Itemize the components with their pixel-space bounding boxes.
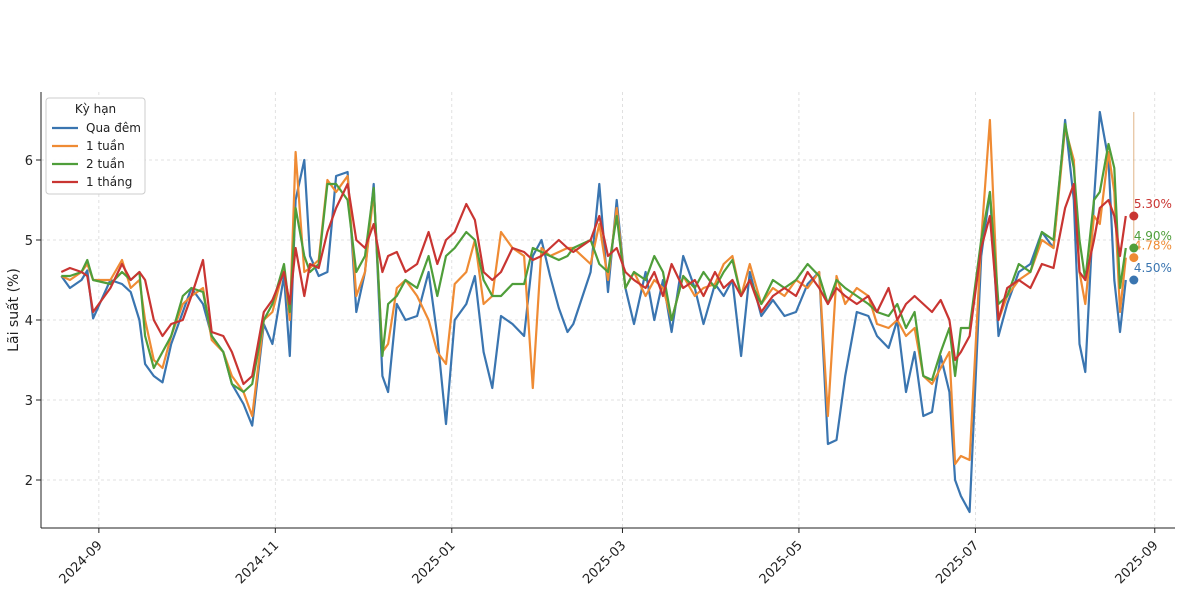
end-markers: 4.50% 4.78%4.90% 5.30% xyxy=(1129,112,1172,285)
x-tick-label: 2025-09 xyxy=(1113,538,1162,587)
x-ticks: 2024-09 2024-11 2025-01 2025-03 2025-05 2025-… xyxy=(57,528,1162,587)
axes xyxy=(40,92,1175,529)
series-line-1 xyxy=(60,110,1127,514)
y-tick-label: 3 xyxy=(25,394,33,409)
end-value-label-3: 4.90% xyxy=(1134,229,1172,243)
legend-entry-1: Qua đêm xyxy=(86,121,141,135)
legend-title: Kỳ hạn xyxy=(75,102,116,116)
y-tick-label: 6 xyxy=(25,154,33,169)
end-marker-1 xyxy=(1129,275,1139,285)
y-tick-label: 2 xyxy=(25,474,33,489)
y-ticks: 2 3 4 5 6 xyxy=(25,154,41,489)
end-value-label-1: 4.50% xyxy=(1134,261,1172,275)
end-value-label-4: 5.30% xyxy=(1134,197,1172,211)
end-marker-3 xyxy=(1129,243,1139,253)
x-tick-label: 2025-07 xyxy=(933,538,982,587)
legend-box xyxy=(45,97,146,195)
series-line-2 xyxy=(60,118,1127,466)
legend-entry-3: 2 tuần xyxy=(86,157,125,171)
x-tick-label: 2025-03 xyxy=(580,538,629,587)
plot-area xyxy=(60,110,1127,514)
series-line-4 xyxy=(60,182,1127,386)
end-marker-4 xyxy=(1129,211,1139,221)
x-tick-label: 2025-05 xyxy=(757,538,806,587)
legend-entry-2: 1 tuần xyxy=(86,139,125,153)
y-tick-label: 5 xyxy=(25,234,33,249)
legend-entry-4: 1 tháng xyxy=(86,175,132,189)
end-value-label-2: 4.78% xyxy=(1134,239,1172,253)
y-tick-label: 4 xyxy=(25,314,33,329)
x-tick-label: 2024-11 xyxy=(233,538,282,587)
x-tick-label: 2025-01 xyxy=(410,538,459,587)
end-marker-2 xyxy=(1129,253,1139,263)
legend: Kỳ hạn Qua đêm 1 tuần 2 tuần 1 tháng xyxy=(45,97,146,195)
y-axis-title: Lãi suất (%) xyxy=(6,268,22,352)
x-tick-label: 2024-09 xyxy=(57,538,106,587)
series-line-3 xyxy=(61,122,1127,394)
